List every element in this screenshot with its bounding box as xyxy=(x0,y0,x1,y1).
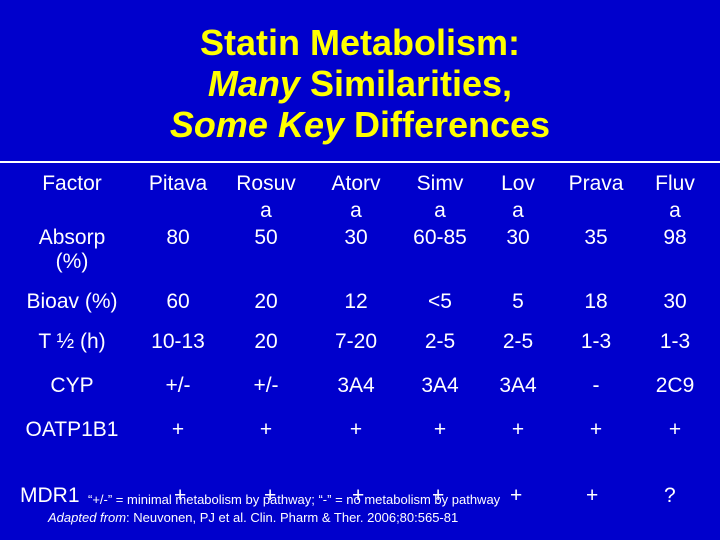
title-divider xyxy=(0,161,720,163)
table-cell: + xyxy=(433,418,447,441)
table-row: Absorp (%) 80 50 30 60-85 30 35 98 xyxy=(8,226,714,290)
table-cell: 30 xyxy=(663,290,687,313)
table-cell: 60 xyxy=(166,290,190,313)
mdr1-value: + xyxy=(432,484,445,507)
table-row: OATP1B1 + + + + + + + xyxy=(8,418,714,462)
row-label: Bioav (%) xyxy=(26,290,118,313)
table-cell: + xyxy=(668,418,682,441)
table-cell: 20 xyxy=(254,330,278,353)
row-label: T ½ (h) xyxy=(38,330,106,353)
mdr1-value: + xyxy=(174,484,187,507)
table-cell: 2-5 xyxy=(502,330,534,353)
row-label-line1: Absorp xyxy=(38,226,106,249)
table-cell: <5 xyxy=(428,290,452,313)
table-row: T ½ (h) 10-13 20 7-20 2-5 2-5 1-3 1-3 xyxy=(8,330,714,374)
header-drug-line2: a xyxy=(350,199,362,222)
table-cell: 5 xyxy=(512,290,524,313)
table-cell: 18 xyxy=(584,290,608,313)
table-cell: + xyxy=(589,418,603,441)
mdr1-label: MDR1 xyxy=(20,484,80,507)
header-drug-line1: Lov xyxy=(501,172,535,195)
table-cell: 98 xyxy=(663,226,687,249)
mdr1-value: ? xyxy=(664,484,676,507)
table-cell: + xyxy=(349,418,363,441)
header-drug-line2: a xyxy=(669,199,681,222)
mdr1-value: + xyxy=(264,484,277,507)
header-factor: Factor xyxy=(42,172,102,195)
table-cell: 10-13 xyxy=(151,330,205,353)
table-cell: 80 xyxy=(166,226,190,249)
header-drug-line2: a xyxy=(434,199,446,222)
table-cell: +/- xyxy=(253,374,279,397)
table-cell: 12 xyxy=(344,290,368,313)
table-cell: 7-20 xyxy=(334,330,378,353)
mdr1-value: + xyxy=(352,484,365,507)
header-drug: Atorv a xyxy=(312,170,400,226)
table-cell: + xyxy=(511,418,525,441)
table-cell: 3A4 xyxy=(421,374,459,397)
table-cell: 1-3 xyxy=(580,330,612,353)
table-cell: 2-5 xyxy=(424,330,456,353)
header-drug-line1: Pitava xyxy=(148,172,208,195)
header-drug-line1: Prava xyxy=(568,172,624,195)
citation-prefix: Adapted from xyxy=(48,510,127,525)
title-line-3: Some Key Differences xyxy=(0,104,720,145)
table-cell: 3A4 xyxy=(499,374,537,397)
table-row: CYP +/- +/- 3A4 3A4 3A4 - 2C9 xyxy=(8,374,714,418)
header-drug: Simv a xyxy=(400,170,480,226)
mdr1-row: MDR1 “+/-” = minimal metabolism by pathw… xyxy=(20,484,500,508)
statin-table: Factor Pitava Rosuv a Atorv a Simv a Lov a P… xyxy=(8,170,714,462)
header-drug: Prava xyxy=(556,170,636,226)
footnote-text: “+/-” = minimal metabolism by pathway; “… xyxy=(88,492,501,507)
table-cell: 20 xyxy=(254,290,278,313)
row-label-line2: (%) xyxy=(55,250,89,273)
header-drug: Pitava xyxy=(136,170,220,226)
row-label: Absorp (%) xyxy=(8,226,136,290)
row-label: OATP1B1 xyxy=(25,418,119,441)
header-drug: Lov a xyxy=(480,170,556,226)
mdr1-value: + xyxy=(586,484,599,507)
title-line-3-italic: Some Key xyxy=(169,104,344,145)
header-drug-line1: Atorv xyxy=(331,172,381,195)
table-cell: 3A4 xyxy=(337,374,375,397)
table-cell: 1-3 xyxy=(659,330,691,353)
citation-text: : Neuvonen, PJ et al. Clin. Pharm & Ther… xyxy=(126,510,459,525)
header-drug-line1: Fluv xyxy=(655,172,695,195)
table-cell: - xyxy=(592,374,600,397)
table-cell: 2C9 xyxy=(655,374,695,397)
title-line-2: Many Similarities, xyxy=(0,63,720,104)
row-label: CYP xyxy=(50,374,94,397)
slide-title: Statin Metabolism: Many Similarities, So… xyxy=(0,22,720,145)
table-cell: + xyxy=(259,418,273,441)
header-drug-line1: Simv xyxy=(416,172,464,195)
title-line-2-rest: Similarities, xyxy=(299,63,513,104)
header-drug-line2: a xyxy=(512,199,524,222)
table-cell: 30 xyxy=(344,226,368,249)
header-drug-line2: a xyxy=(260,199,272,222)
table-cell: 35 xyxy=(584,226,608,249)
table-cell: + xyxy=(171,418,185,441)
table-cell: 60-85 xyxy=(413,226,467,249)
table-cell: 30 xyxy=(506,226,530,249)
citation: Adapted from: Neuvonen, PJ et al. Clin. … xyxy=(48,510,458,525)
table-row: Bioav (%) 60 20 12 <5 5 18 30 xyxy=(8,290,714,330)
table-cell: +/- xyxy=(165,374,191,397)
title-line-3-rest: Differences xyxy=(343,104,551,145)
header-drug-line1: Rosuv xyxy=(236,172,296,195)
table-header-row: Factor Pitava Rosuv a Atorv a Simv a Lov a P… xyxy=(8,170,714,226)
table-cell: 50 xyxy=(254,226,278,249)
mdr1-value: + xyxy=(510,484,523,507)
title-line-1: Statin Metabolism: xyxy=(199,22,521,63)
header-drug: Fluv a xyxy=(636,170,714,226)
title-line-2-italic: Many xyxy=(207,63,300,104)
header-drug: Rosuv a xyxy=(220,170,312,226)
